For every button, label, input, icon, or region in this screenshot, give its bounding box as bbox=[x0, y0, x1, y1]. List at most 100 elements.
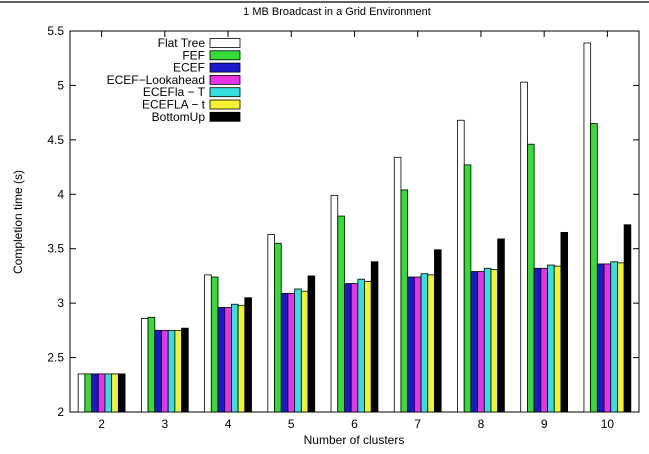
bar bbox=[427, 274, 435, 413]
bar bbox=[307, 275, 316, 413]
legend-swatch bbox=[209, 62, 241, 73]
bar bbox=[267, 234, 275, 413]
bar bbox=[154, 329, 162, 413]
legend-swatch bbox=[209, 111, 241, 122]
y-axis: 2 2.5 3 3.5 4 4.5 5 5.5 bbox=[47, 24, 639, 419]
legend-label: BottomUp bbox=[152, 110, 206, 124]
bar bbox=[370, 261, 379, 413]
bar bbox=[547, 264, 555, 413]
legend-label: ECEFLA − t bbox=[142, 98, 206, 112]
x-tick-label: 5 bbox=[288, 417, 295, 431]
bar bbox=[553, 265, 562, 413]
bar bbox=[210, 276, 219, 413]
bar bbox=[104, 373, 113, 413]
y-tick-label: 3 bbox=[57, 296, 64, 310]
bar bbox=[294, 288, 302, 413]
legend-swatch bbox=[209, 99, 241, 110]
x-tick-label: 8 bbox=[478, 417, 485, 431]
bar bbox=[357, 278, 365, 413]
bar bbox=[527, 143, 535, 413]
bar bbox=[407, 276, 415, 413]
y-tick-label: 2.5 bbox=[47, 351, 64, 365]
bar bbox=[161, 329, 169, 413]
bar bbox=[224, 307, 232, 413]
y-axis-label: Completion time (s) bbox=[11, 170, 25, 274]
legend-label: Flat Tree bbox=[158, 36, 206, 50]
bar bbox=[204, 274, 212, 413]
bar bbox=[84, 373, 92, 413]
bar bbox=[274, 242, 282, 413]
bar bbox=[583, 42, 592, 413]
bar bbox=[97, 373, 106, 413]
bar bbox=[520, 81, 528, 413]
x-tick-label: 3 bbox=[161, 417, 168, 431]
bar bbox=[596, 263, 605, 413]
bar bbox=[217, 307, 226, 413]
bar bbox=[330, 194, 339, 413]
bar bbox=[181, 327, 189, 413]
bar bbox=[287, 292, 296, 413]
bar bbox=[490, 268, 499, 413]
bar bbox=[174, 329, 182, 413]
y-tick-label: 5.5 bbox=[47, 24, 64, 38]
bar bbox=[244, 297, 252, 413]
bar bbox=[393, 156, 402, 413]
bar bbox=[231, 303, 239, 413]
legend-label: ECEF−Lookahead bbox=[107, 73, 205, 87]
bar bbox=[457, 119, 465, 413]
bar bbox=[483, 267, 492, 413]
bar bbox=[400, 189, 409, 413]
bar bbox=[77, 373, 86, 413]
legend-swatch bbox=[209, 38, 241, 48]
x-tick-label: 10 bbox=[601, 417, 615, 431]
bar bbox=[167, 329, 176, 413]
bar bbox=[147, 316, 156, 413]
bar bbox=[117, 373, 126, 413]
bar bbox=[560, 231, 569, 413]
bar bbox=[603, 263, 612, 413]
bar bbox=[140, 317, 149, 413]
x-axis-label: Number of clusters bbox=[304, 433, 405, 447]
bar bbox=[300, 290, 309, 413]
legend-swatch bbox=[209, 50, 241, 61]
y-tick-label: 3.5 bbox=[47, 242, 64, 256]
bar bbox=[111, 373, 119, 413]
bar bbox=[280, 292, 289, 413]
bar bbox=[590, 123, 598, 413]
bar bbox=[477, 271, 485, 413]
bar bbox=[610, 261, 618, 413]
bar bbox=[350, 283, 359, 413]
legend-swatch bbox=[209, 87, 241, 98]
bar bbox=[623, 224, 632, 413]
chart-title: 1 MB Broadcast in a Grid Environment bbox=[243, 6, 431, 18]
y-tick-label: 4 bbox=[57, 187, 64, 201]
bar bbox=[420, 273, 429, 413]
bar bbox=[91, 373, 99, 413]
x-tick-label: 4 bbox=[225, 417, 232, 431]
y-tick-label: 2 bbox=[57, 405, 64, 419]
x-tick-label: 2 bbox=[98, 417, 105, 431]
legend-label: FEF bbox=[182, 48, 205, 62]
x-tick-label: 9 bbox=[541, 417, 548, 431]
bar bbox=[463, 164, 472, 413]
bar bbox=[533, 267, 542, 413]
bar bbox=[413, 276, 422, 413]
legend-swatch bbox=[209, 75, 241, 85]
bar bbox=[364, 280, 372, 413]
bar bbox=[540, 267, 548, 413]
bars-group bbox=[77, 42, 632, 413]
y-tick-label: 4.5 bbox=[47, 133, 64, 147]
bar bbox=[470, 271, 478, 413]
bar bbox=[617, 262, 625, 413]
bar bbox=[337, 215, 345, 413]
bar bbox=[497, 238, 505, 413]
bar bbox=[237, 304, 246, 413]
legend-label: ECEFla − T bbox=[143, 85, 206, 99]
bar bbox=[434, 249, 442, 413]
legend-label: ECEF bbox=[173, 61, 205, 75]
bar bbox=[344, 283, 352, 413]
y-tick-label: 5 bbox=[57, 78, 64, 92]
x-tick-label: 7 bbox=[414, 417, 421, 431]
